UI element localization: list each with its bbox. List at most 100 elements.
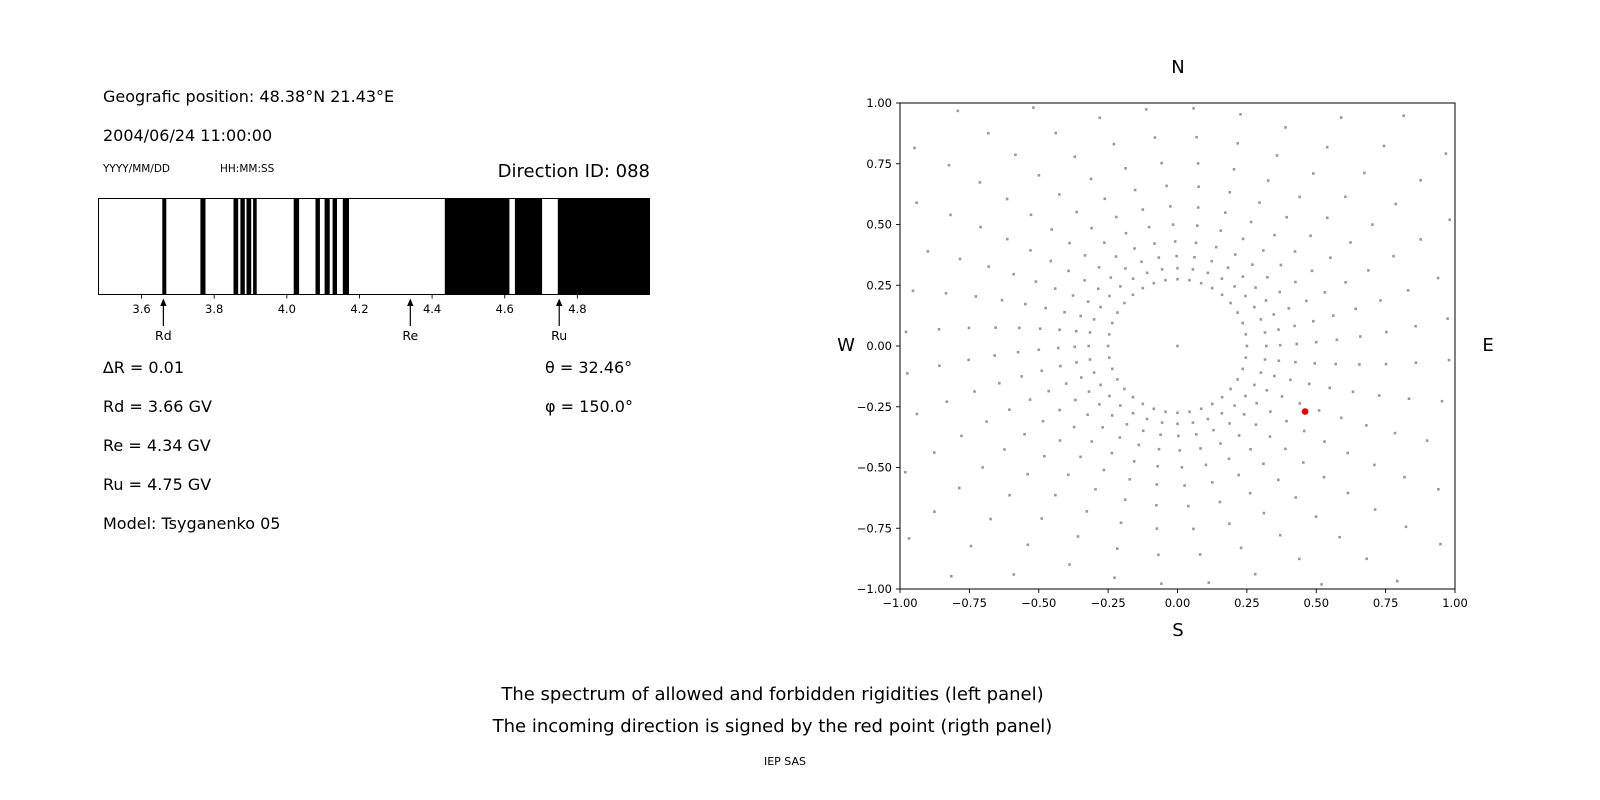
footer-credit: IEP SAS — [763, 755, 807, 768]
direction-dot — [1049, 259, 1053, 263]
direction-dot — [1073, 345, 1077, 349]
direction-dot — [1265, 344, 1268, 348]
direction-dot — [1118, 436, 1122, 439]
direction-dot — [985, 420, 988, 423]
direction-dot — [1273, 374, 1276, 378]
direction-dot — [1119, 285, 1122, 288]
direction-dot — [1262, 511, 1266, 515]
direction-dot — [1083, 279, 1086, 282]
direction-dot — [1220, 277, 1224, 280]
spectrum-frame — [98, 198, 650, 295]
direction-dot — [969, 544, 973, 548]
model-value: Model: Tsyganenko 05 — [103, 514, 281, 533]
direction-dot — [1194, 241, 1198, 245]
direction-dot — [1314, 515, 1318, 518]
direction-dot — [1053, 287, 1057, 290]
direction-dot — [915, 412, 919, 416]
direction-dot — [1159, 433, 1162, 436]
direction-dot — [1191, 268, 1195, 271]
direction-dot — [1106, 344, 1110, 348]
direction-dot — [1236, 142, 1239, 145]
direction-dot — [1251, 263, 1254, 266]
direction-dot — [1241, 321, 1244, 325]
direction-dot — [1099, 383, 1102, 387]
direction-dot — [960, 434, 963, 438]
direction-dot — [947, 163, 951, 167]
direction-dot — [1092, 371, 1096, 374]
direction-dot — [1092, 318, 1096, 321]
direction-frame — [899, 102, 1456, 590]
direction-dot — [1111, 321, 1114, 325]
direction-dot — [967, 358, 970, 362]
direction-dot — [1171, 223, 1175, 226]
x-tick-label: 0.00 — [1165, 596, 1191, 610]
direction-dot — [1293, 324, 1296, 328]
direction-dot — [1102, 468, 1106, 472]
direction-dot — [1040, 369, 1043, 373]
direction-dot — [1006, 237, 1009, 241]
direction-dot — [1147, 225, 1151, 229]
direction-dot — [1365, 424, 1368, 427]
allowed-band — [342, 198, 349, 295]
direction-dot — [1385, 330, 1388, 334]
direction-dot — [1098, 116, 1102, 120]
direction-dot — [1358, 363, 1361, 366]
rigidity-spectrum-plot: 3.6 3.8 4.0 4.2 4.4 4.6 4.8 Rd Re Ru — [98, 198, 650, 343]
direction-dot — [1278, 343, 1282, 347]
x-tick-label: 0.50 — [1303, 596, 1329, 610]
direction-dot — [1119, 521, 1123, 524]
direction-dot — [1437, 488, 1440, 491]
direction-dot — [1439, 542, 1442, 546]
direction-dot — [1005, 197, 1009, 201]
direction-dot — [1285, 419, 1288, 423]
direction-dot — [1277, 478, 1280, 482]
direction-dot — [1080, 376, 1083, 379]
direction-dot — [1000, 298, 1004, 302]
direction-dot — [1237, 473, 1240, 477]
direction-dot — [1278, 533, 1282, 537]
direction-dot — [1207, 581, 1211, 584]
direction-dot — [1354, 307, 1357, 311]
direction-dot — [1293, 250, 1297, 253]
asymptotic-direction-plot: −1.00 −0.75 −0.50 −0.25 0.00 0.25 0.50 0.75 1.00… — [857, 96, 1468, 610]
direction-dot — [1263, 331, 1267, 334]
direction-dot — [1038, 327, 1042, 330]
x-tick-label: 4.2 — [350, 302, 368, 316]
direction-dot — [1192, 527, 1195, 531]
compass-east-label: E — [1482, 335, 1494, 356]
y-tick-label: −0.25 — [857, 400, 892, 414]
direction-dot — [1210, 481, 1214, 484]
phi-value: φ = 150.0° — [545, 397, 633, 416]
direction-dot — [1254, 423, 1258, 426]
direction-dot — [1088, 331, 1092, 334]
direction-dot — [1067, 269, 1070, 273]
direction-dot — [1086, 300, 1090, 303]
x-tick-label: −0.25 — [1091, 596, 1126, 610]
direction-dot — [1346, 451, 1349, 455]
direction-dot — [1008, 493, 1011, 497]
direction-dot — [1199, 447, 1202, 450]
direction-dot — [1298, 402, 1302, 405]
direction-dot — [1277, 359, 1281, 363]
direction-dot — [1317, 409, 1321, 412]
direction-dot — [1229, 387, 1232, 391]
direction-dot — [1294, 496, 1297, 499]
direction-dot — [1113, 576, 1116, 579]
direction-dot — [1108, 394, 1111, 398]
direction-dot — [1124, 231, 1128, 235]
direction-dot — [1295, 342, 1299, 346]
direction-dot — [1131, 277, 1135, 280]
direction-dot — [1332, 314, 1335, 317]
direction-dot — [1068, 563, 1071, 566]
direction-dot — [1233, 253, 1237, 256]
direction-dot — [1176, 422, 1179, 426]
direction-dot — [1155, 527, 1159, 530]
direction-dot — [1196, 206, 1200, 209]
direction-dot — [1153, 242, 1156, 245]
direction-dot — [1140, 260, 1143, 264]
direction-dot — [1131, 293, 1135, 297]
direction-dot — [1392, 254, 1395, 258]
direction-dot — [1183, 484, 1186, 487]
direction-dot — [1054, 493, 1057, 497]
direction-dot — [1373, 463, 1376, 467]
